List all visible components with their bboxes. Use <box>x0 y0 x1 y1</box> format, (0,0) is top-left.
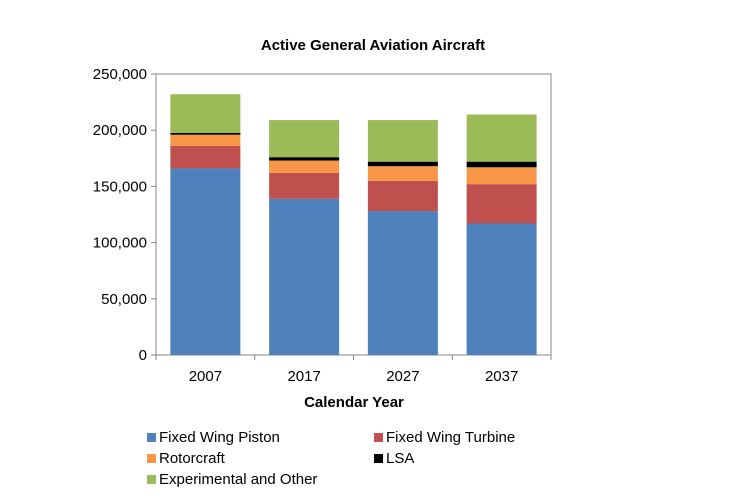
y-axis: 0 50,000 100,000 150,000 200,000 250,000 <box>93 66 156 364</box>
bar-segment-fixed-wing-piston <box>466 223 537 355</box>
legend-label-experimental-and-other: Experimental and Other <box>159 471 317 488</box>
bar-segment-fixed-wing-turbine <box>269 172 340 199</box>
bar-segment-experimental-and-other <box>170 94 241 134</box>
legend-label-fixed-wing-turbine: Fixed Wing Turbine <box>386 429 515 446</box>
bar-segment-rotorcraft <box>170 134 241 146</box>
legend-swatch-fixed-wing-turbine <box>374 433 383 442</box>
x-axis: 2007 2017 2027 2037 <box>155 355 552 385</box>
bar-segment-lsa <box>269 157 340 161</box>
x-axis-title: Calendar Year <box>304 394 404 411</box>
legend-swatch-rotorcraft <box>147 454 156 463</box>
bar-segment-lsa <box>367 161 438 167</box>
legend-label-fixed-wing-piston: Fixed Wing Piston <box>159 429 280 446</box>
x-tick-label: 2027 <box>386 368 419 385</box>
bar-segment-fixed-wing-turbine <box>367 180 438 212</box>
y-tick-label: 100,000 <box>93 235 147 252</box>
x-tick-label: 2017 <box>287 368 320 385</box>
bar-segment-fixed-wing-piston <box>269 198 340 355</box>
bar-segment-fixed-wing-turbine <box>466 184 537 224</box>
bar-segment-rotorcraft <box>367 166 438 181</box>
y-tick-label: 150,000 <box>93 178 147 195</box>
bar-segment-lsa <box>466 161 537 168</box>
legend-swatch-lsa <box>374 454 383 463</box>
bar-segment-experimental-and-other <box>466 114 537 162</box>
bar-segment-fixed-wing-piston <box>170 168 241 355</box>
bar-segment-fixed-wing-piston <box>367 211 438 355</box>
x-tick-label: 2037 <box>485 368 518 385</box>
y-tick-label: 250,000 <box>93 66 147 83</box>
legend: Fixed Wing Piston Fixed Wing Turbine Rotor… <box>147 429 515 488</box>
bar-segment-experimental-and-other <box>269 120 340 158</box>
bar-segment-experimental-and-other <box>367 120 438 162</box>
bars-layer <box>170 94 537 355</box>
bar-segment-lsa <box>170 133 241 135</box>
bar-segment-rotorcraft <box>466 167 537 185</box>
y-tick-label: 50,000 <box>101 291 147 308</box>
bar-segment-rotorcraft <box>269 160 340 173</box>
y-tick-label: 200,000 <box>93 122 147 139</box>
y-tick-label: 0 <box>139 347 147 364</box>
legend-swatch-experimental-and-other <box>147 475 156 484</box>
x-tick-label: 2007 <box>189 368 222 385</box>
legend-label-lsa: LSA <box>386 450 414 467</box>
legend-swatch-fixed-wing-piston <box>147 433 156 442</box>
legend-label-rotorcraft: Rotorcraft <box>159 450 226 467</box>
chart-title: Active General Aviation Aircraft <box>261 37 485 54</box>
bar-segment-fixed-wing-turbine <box>170 145 241 169</box>
